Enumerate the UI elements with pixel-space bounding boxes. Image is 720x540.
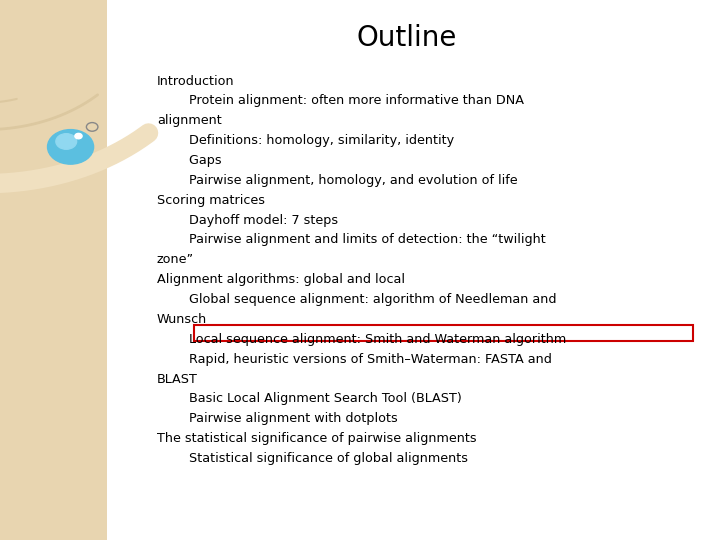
- Text: Wunsch: Wunsch: [157, 313, 207, 326]
- Text: Global sequence alignment: algorithm of Needleman and: Global sequence alignment: algorithm of …: [157, 293, 557, 306]
- Bar: [0, 0, 107, 540]
- Circle shape: [56, 134, 76, 149]
- Text: BLAST: BLAST: [157, 373, 198, 386]
- Text: The statistical significance of pairwise alignments: The statistical significance of pairwise…: [157, 432, 477, 445]
- Text: Pairwise alignment and limits of detection: the “twilight: Pairwise alignment and limits of detecti…: [157, 233, 546, 246]
- Text: Gaps: Gaps: [157, 154, 222, 167]
- Text: zone”: zone”: [157, 253, 194, 266]
- Text: Protein alignment: often more informative than DNA: Protein alignment: often more informativ…: [157, 94, 524, 107]
- Text: Introduction: Introduction: [157, 75, 235, 87]
- Text: Dayhoff model: 7 steps: Dayhoff model: 7 steps: [157, 214, 338, 227]
- Text: Definitions: homology, similarity, identity: Definitions: homology, similarity, ident…: [157, 134, 454, 147]
- Text: Scoring matrices: Scoring matrices: [157, 194, 265, 207]
- Text: Pairwise alignment, homology, and evolution of life: Pairwise alignment, homology, and evolut…: [157, 174, 518, 187]
- Text: Local sequence alignment: Smith and Waterman algorithm: Local sequence alignment: Smith and Wate…: [157, 333, 566, 346]
- Text: Pairwise alignment with dotplots: Pairwise alignment with dotplots: [157, 413, 397, 426]
- Text: Basic Local Alignment Search Tool (BLAST): Basic Local Alignment Search Tool (BLAST…: [157, 393, 462, 406]
- Text: Rapid, heuristic versions of Smith–Waterman: FASTA and: Rapid, heuristic versions of Smith–Water…: [157, 353, 552, 366]
- Text: alignment: alignment: [157, 114, 222, 127]
- Text: Outline: Outline: [356, 24, 457, 52]
- Text: Alignment algorithms: global and local: Alignment algorithms: global and local: [157, 273, 405, 286]
- Circle shape: [48, 130, 94, 164]
- FancyBboxPatch shape: [194, 325, 693, 341]
- Circle shape: [75, 133, 82, 139]
- Text: Statistical significance of global alignments: Statistical significance of global align…: [157, 452, 468, 465]
